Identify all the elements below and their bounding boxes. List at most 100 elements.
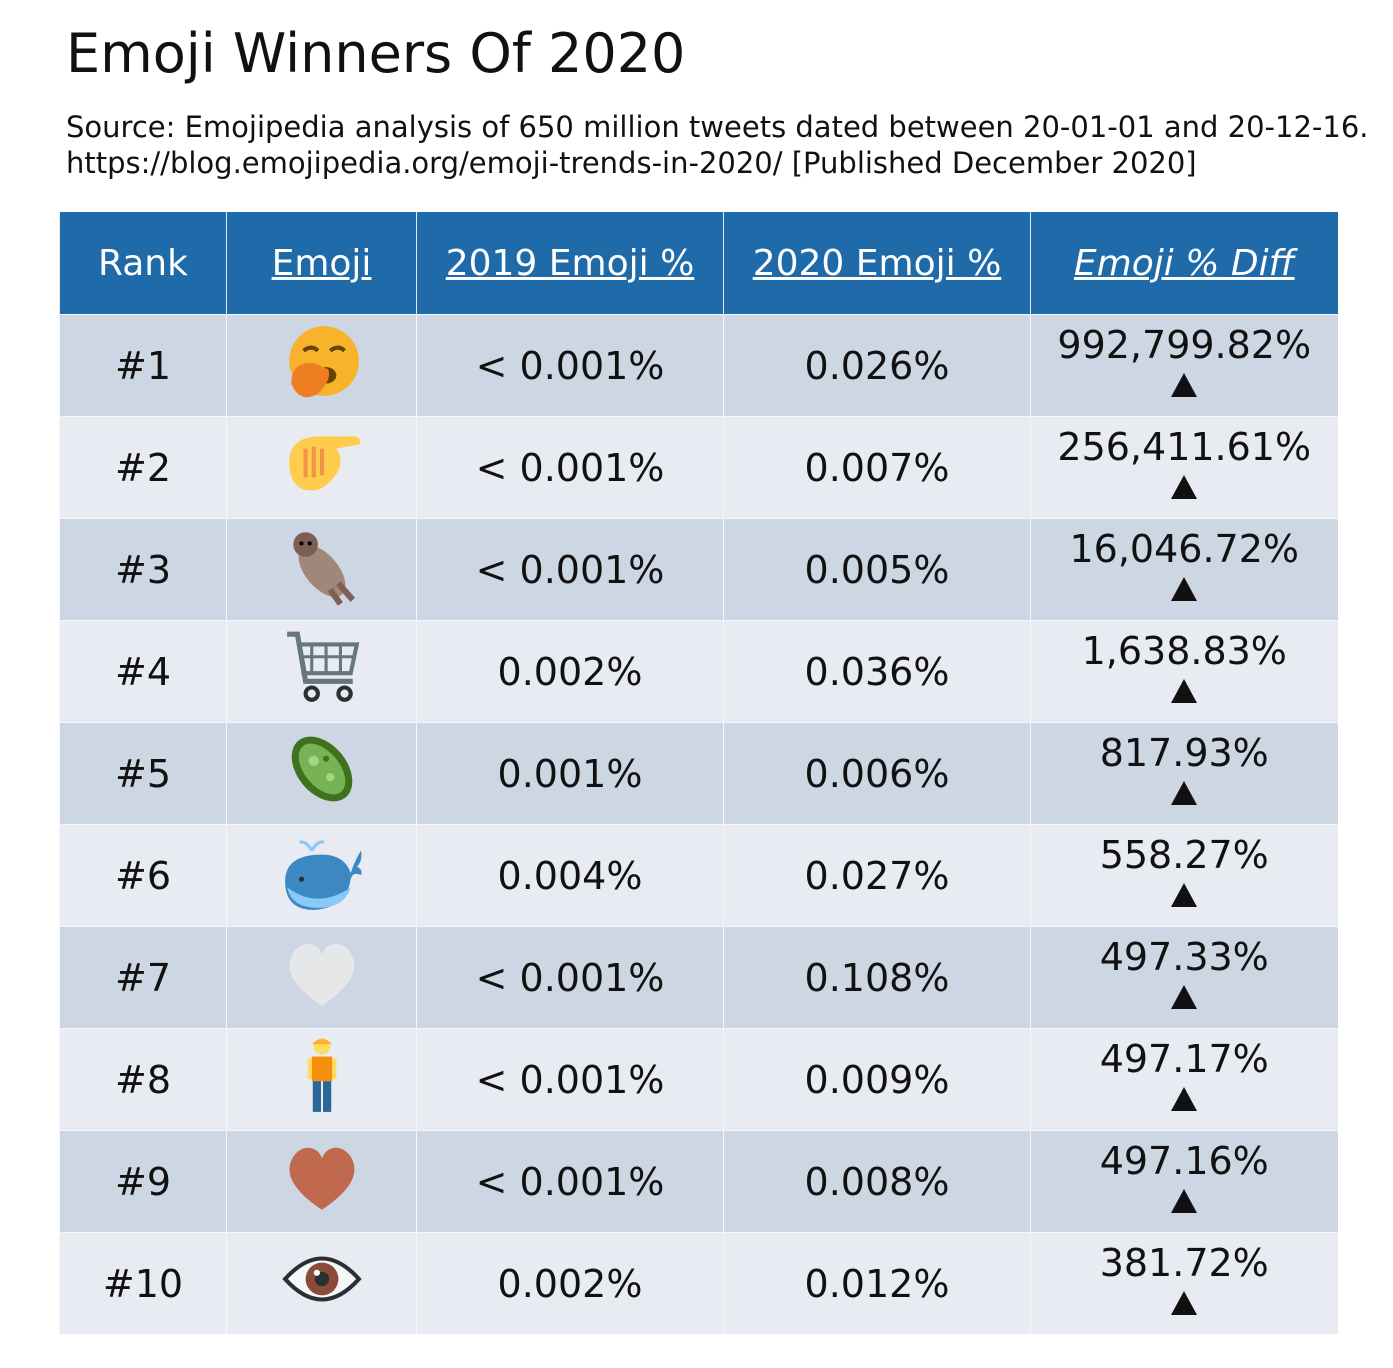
up-arrow bbox=[1171, 883, 1198, 907]
emoji-icon bbox=[291, 736, 352, 802]
diff-cell: 497.16% bbox=[1030, 1130, 1338, 1233]
diff-cell: 817.93% bbox=[1030, 722, 1338, 825]
emoji-icon bbox=[307, 1038, 336, 1112]
pct-2019-cell: < 0.001% bbox=[416, 926, 724, 1029]
diff-box: 497.16% bbox=[1031, 1131, 1338, 1232]
diff-text: 16,046.72% bbox=[1069, 527, 1299, 571]
pct-2020-cell: 0.036% bbox=[723, 620, 1031, 723]
column-header-text: 2020 Emoji % bbox=[752, 242, 1002, 284]
pct-2020-cell: 0.009% bbox=[723, 1028, 1031, 1131]
diff-cell: 256,411.61% bbox=[1030, 416, 1338, 519]
emoji-cell bbox=[226, 1028, 417, 1131]
table-row: #4 0.002% 0.036% 1,638.83% bbox=[59, 620, 1338, 723]
column-header-text: Emoji % Diff bbox=[1073, 242, 1295, 284]
diff-box: 1,638.83% bbox=[1031, 621, 1338, 722]
diff-box: 992,799.82% bbox=[1031, 315, 1338, 416]
diff-text: 497.17% bbox=[1099, 1037, 1269, 1081]
emoji-cell bbox=[226, 1232, 417, 1334]
pct-2019-cell: < 0.001% bbox=[416, 1130, 724, 1233]
up-arrow bbox=[1171, 373, 1198, 397]
up-arrow bbox=[1171, 1087, 1198, 1111]
diff-cell: 558.27% bbox=[1030, 824, 1338, 927]
diff-box: 497.17% bbox=[1031, 1029, 1338, 1130]
diff-box: 256,411.61% bbox=[1031, 417, 1338, 518]
up-arrow bbox=[1171, 781, 1198, 805]
table-row: #7 < 0.001% 0.108% 497.33% bbox=[59, 926, 1338, 1029]
rank-cell: #6 bbox=[59, 824, 227, 927]
diff-text: 381.72% bbox=[1099, 1241, 1269, 1285]
diff-text: 558.27% bbox=[1099, 833, 1269, 877]
pct-2020-cell: 0.007% bbox=[723, 416, 1031, 519]
link: https://blog.emojipedia.org/emoji-trends… bbox=[66, 146, 1197, 180]
diff-cell: 497.33% bbox=[1030, 926, 1338, 1029]
emoji-icon bbox=[289, 1147, 354, 1210]
pct-2020-cell: 0.005% bbox=[723, 518, 1031, 621]
pct-2019-cell: < 0.001% bbox=[416, 314, 724, 417]
rank-cell: #7 bbox=[59, 926, 227, 1029]
pct-2019-cell: < 0.001% bbox=[416, 416, 724, 519]
table-row: #6 0.004% 0.027% 558.27% bbox=[59, 824, 1338, 927]
table-row: #5 0.001% 0.006% 817.93% bbox=[59, 722, 1338, 825]
diff-text: 992,799.82% bbox=[1057, 323, 1312, 367]
emoji-icon bbox=[288, 326, 359, 398]
diff-cell: 497.17% bbox=[1030, 1028, 1338, 1131]
diff-cell: 381.72% bbox=[1030, 1232, 1338, 1334]
table: Rank Emoji 2019 Emoji % 2020 Emoji % Emoji %… bbox=[59, 212, 1338, 1334]
emoji-cell bbox=[226, 314, 417, 417]
pct-2019-cell: < 0.001% bbox=[416, 518, 724, 621]
rank-cell: #2 bbox=[59, 416, 227, 519]
diff-text: 1,638.83% bbox=[1081, 629, 1287, 673]
column-header: Emoji % Diff bbox=[1030, 212, 1338, 315]
column-header: Emoji bbox=[226, 212, 417, 315]
title: Emoji Winners Of 2020 bbox=[66, 22, 686, 85]
emoji-cell bbox=[226, 620, 417, 723]
table-row: #9 < 0.001% 0.008% 497.16% bbox=[59, 1130, 1338, 1233]
pct-2020-cell: 0.027% bbox=[723, 824, 1031, 927]
rank-cell: #8 bbox=[59, 1028, 227, 1131]
table-row: #3 < 0.001% 0.005% 16,046.72% bbox=[59, 518, 1338, 621]
emoji-cell bbox=[226, 926, 417, 1029]
pct-2019-cell: 0.001% bbox=[416, 722, 724, 825]
emoji-icon bbox=[292, 532, 355, 606]
pct-2020-cell: 0.108% bbox=[723, 926, 1031, 1029]
column-header-text: Emoji bbox=[271, 242, 372, 284]
diff-box: 558.27% bbox=[1031, 825, 1338, 926]
diff-box: 16,046.72% bbox=[1031, 519, 1338, 620]
source: Source: Emojipedia analysis of 650 milli… bbox=[66, 110, 1369, 144]
up-arrow bbox=[1171, 679, 1198, 703]
diff-cell: 1,638.83% bbox=[1030, 620, 1338, 723]
up-arrow bbox=[1171, 985, 1198, 1009]
table-row: #2 < 0.001% 0.007% 256,411.61% bbox=[59, 416, 1338, 519]
diff-cell: 16,046.72% bbox=[1030, 518, 1338, 621]
diff-cell: 992,799.82% bbox=[1030, 314, 1338, 417]
header-row: Rank Emoji 2019 Emoji % 2020 Emoji % Emoji %… bbox=[59, 212, 1338, 315]
table-row: #10 0.002% 0.012% 381.72% bbox=[59, 1232, 1338, 1334]
diff-text: 817.93% bbox=[1099, 731, 1269, 775]
table-row: #8 < 0.001% 0.009% 497.17% bbox=[59, 1028, 1338, 1131]
table-body: #1 < 0.001% 0.026% 992,799.82% #2 < 0.001% 0.0… bbox=[59, 314, 1338, 1334]
rank-cell: #3 bbox=[59, 518, 227, 621]
pct-2019-cell: 0.002% bbox=[416, 620, 724, 723]
diff-text: 256,411.61% bbox=[1057, 425, 1312, 469]
diff-box: 381.72% bbox=[1031, 1233, 1338, 1334]
rank-cell: #1 bbox=[59, 314, 227, 417]
column-header-text: Rank bbox=[98, 242, 188, 284]
emoji-cell bbox=[226, 824, 417, 927]
pct-2020-cell: 0.012% bbox=[723, 1232, 1031, 1334]
pct-2019-cell: < 0.001% bbox=[416, 1028, 724, 1131]
rank-cell: #5 bbox=[59, 722, 227, 825]
pct-2020-cell: 0.026% bbox=[723, 314, 1031, 417]
diff-box: 497.33% bbox=[1031, 927, 1338, 1028]
emoji-icon bbox=[289, 943, 354, 1006]
emoji-cell bbox=[226, 1130, 417, 1233]
diff-text: 497.33% bbox=[1099, 935, 1269, 979]
up-arrow bbox=[1171, 1291, 1198, 1315]
column-header: 2019 Emoji % bbox=[416, 212, 724, 315]
emoji-cell bbox=[226, 416, 417, 519]
emoji-icon bbox=[284, 840, 361, 910]
pct-2019-cell: 0.004% bbox=[416, 824, 724, 927]
rank-cell: #4 bbox=[59, 620, 227, 723]
emoji-icon bbox=[286, 631, 359, 702]
emoji-icon bbox=[288, 436, 360, 491]
